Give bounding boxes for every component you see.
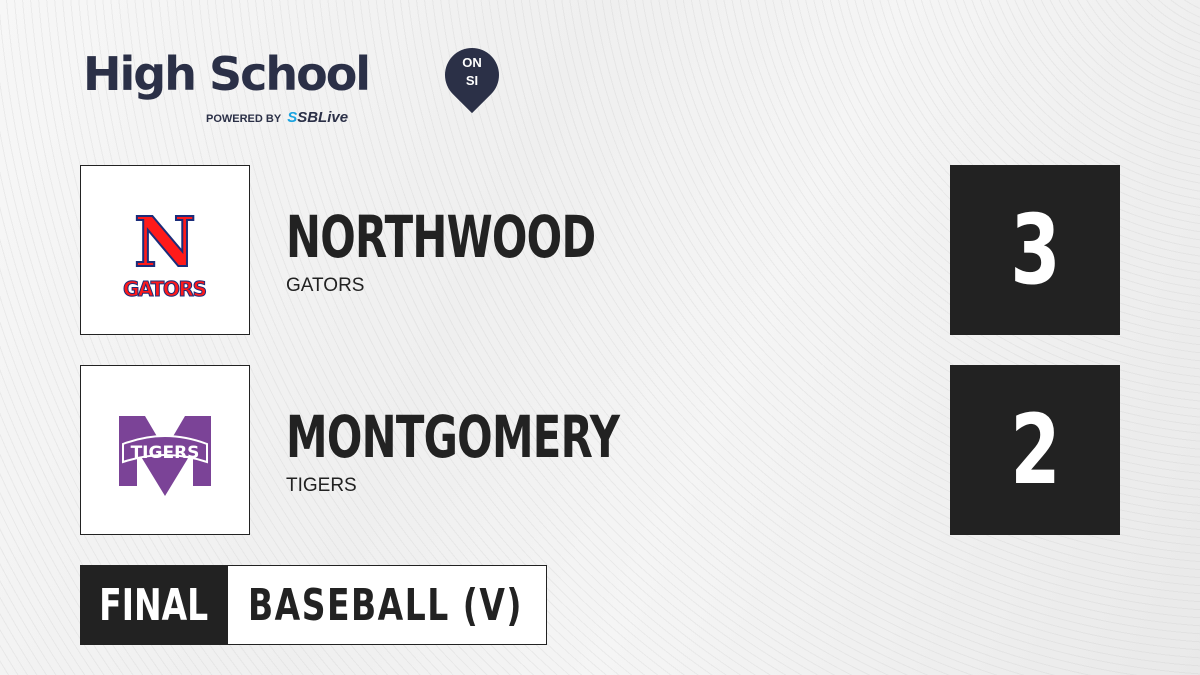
- montgomery-logo-box: TIGERS: [80, 365, 250, 535]
- high-school-on-si-logo: High School ON SI POWERED BY SSBLive: [83, 36, 511, 129]
- game-status: FINAL: [80, 565, 227, 645]
- svg-text:GATORS: GATORS: [123, 277, 207, 301]
- sblive-logo: SSBLive: [287, 109, 349, 126]
- northwood-logo-box: N GATORS: [80, 165, 250, 335]
- powered-by: POWERED BY SSBLive: [206, 109, 349, 126]
- badge-top: ON: [462, 55, 482, 70]
- brand-title: High School: [83, 47, 371, 101]
- team-name: MONTGOMERY: [286, 403, 620, 471]
- badge-bottom: SI: [465, 73, 479, 88]
- sport-label: BASEBALL (V): [227, 565, 547, 645]
- northwood-gators-logo: N GATORS: [123, 202, 208, 302]
- on-si-badge-text: ON SI: [445, 54, 499, 90]
- team-mascot: GATORS: [286, 275, 365, 296]
- svg-text:TIGERS: TIGERS: [131, 443, 200, 463]
- team-name: NORTHWOOD: [286, 203, 596, 271]
- montgomery-tigers-logo: TIGERS: [119, 416, 211, 496]
- team-northwood: NORTHWOOD GATORS: [286, 205, 716, 297]
- northwood-score: 3: [950, 165, 1120, 335]
- svg-text:N: N: [134, 203, 196, 283]
- montgomery-score: 2: [950, 365, 1120, 535]
- team-mascot: TIGERS: [286, 475, 357, 496]
- team-montgomery: MONTGOMERY TIGERS: [286, 405, 749, 497]
